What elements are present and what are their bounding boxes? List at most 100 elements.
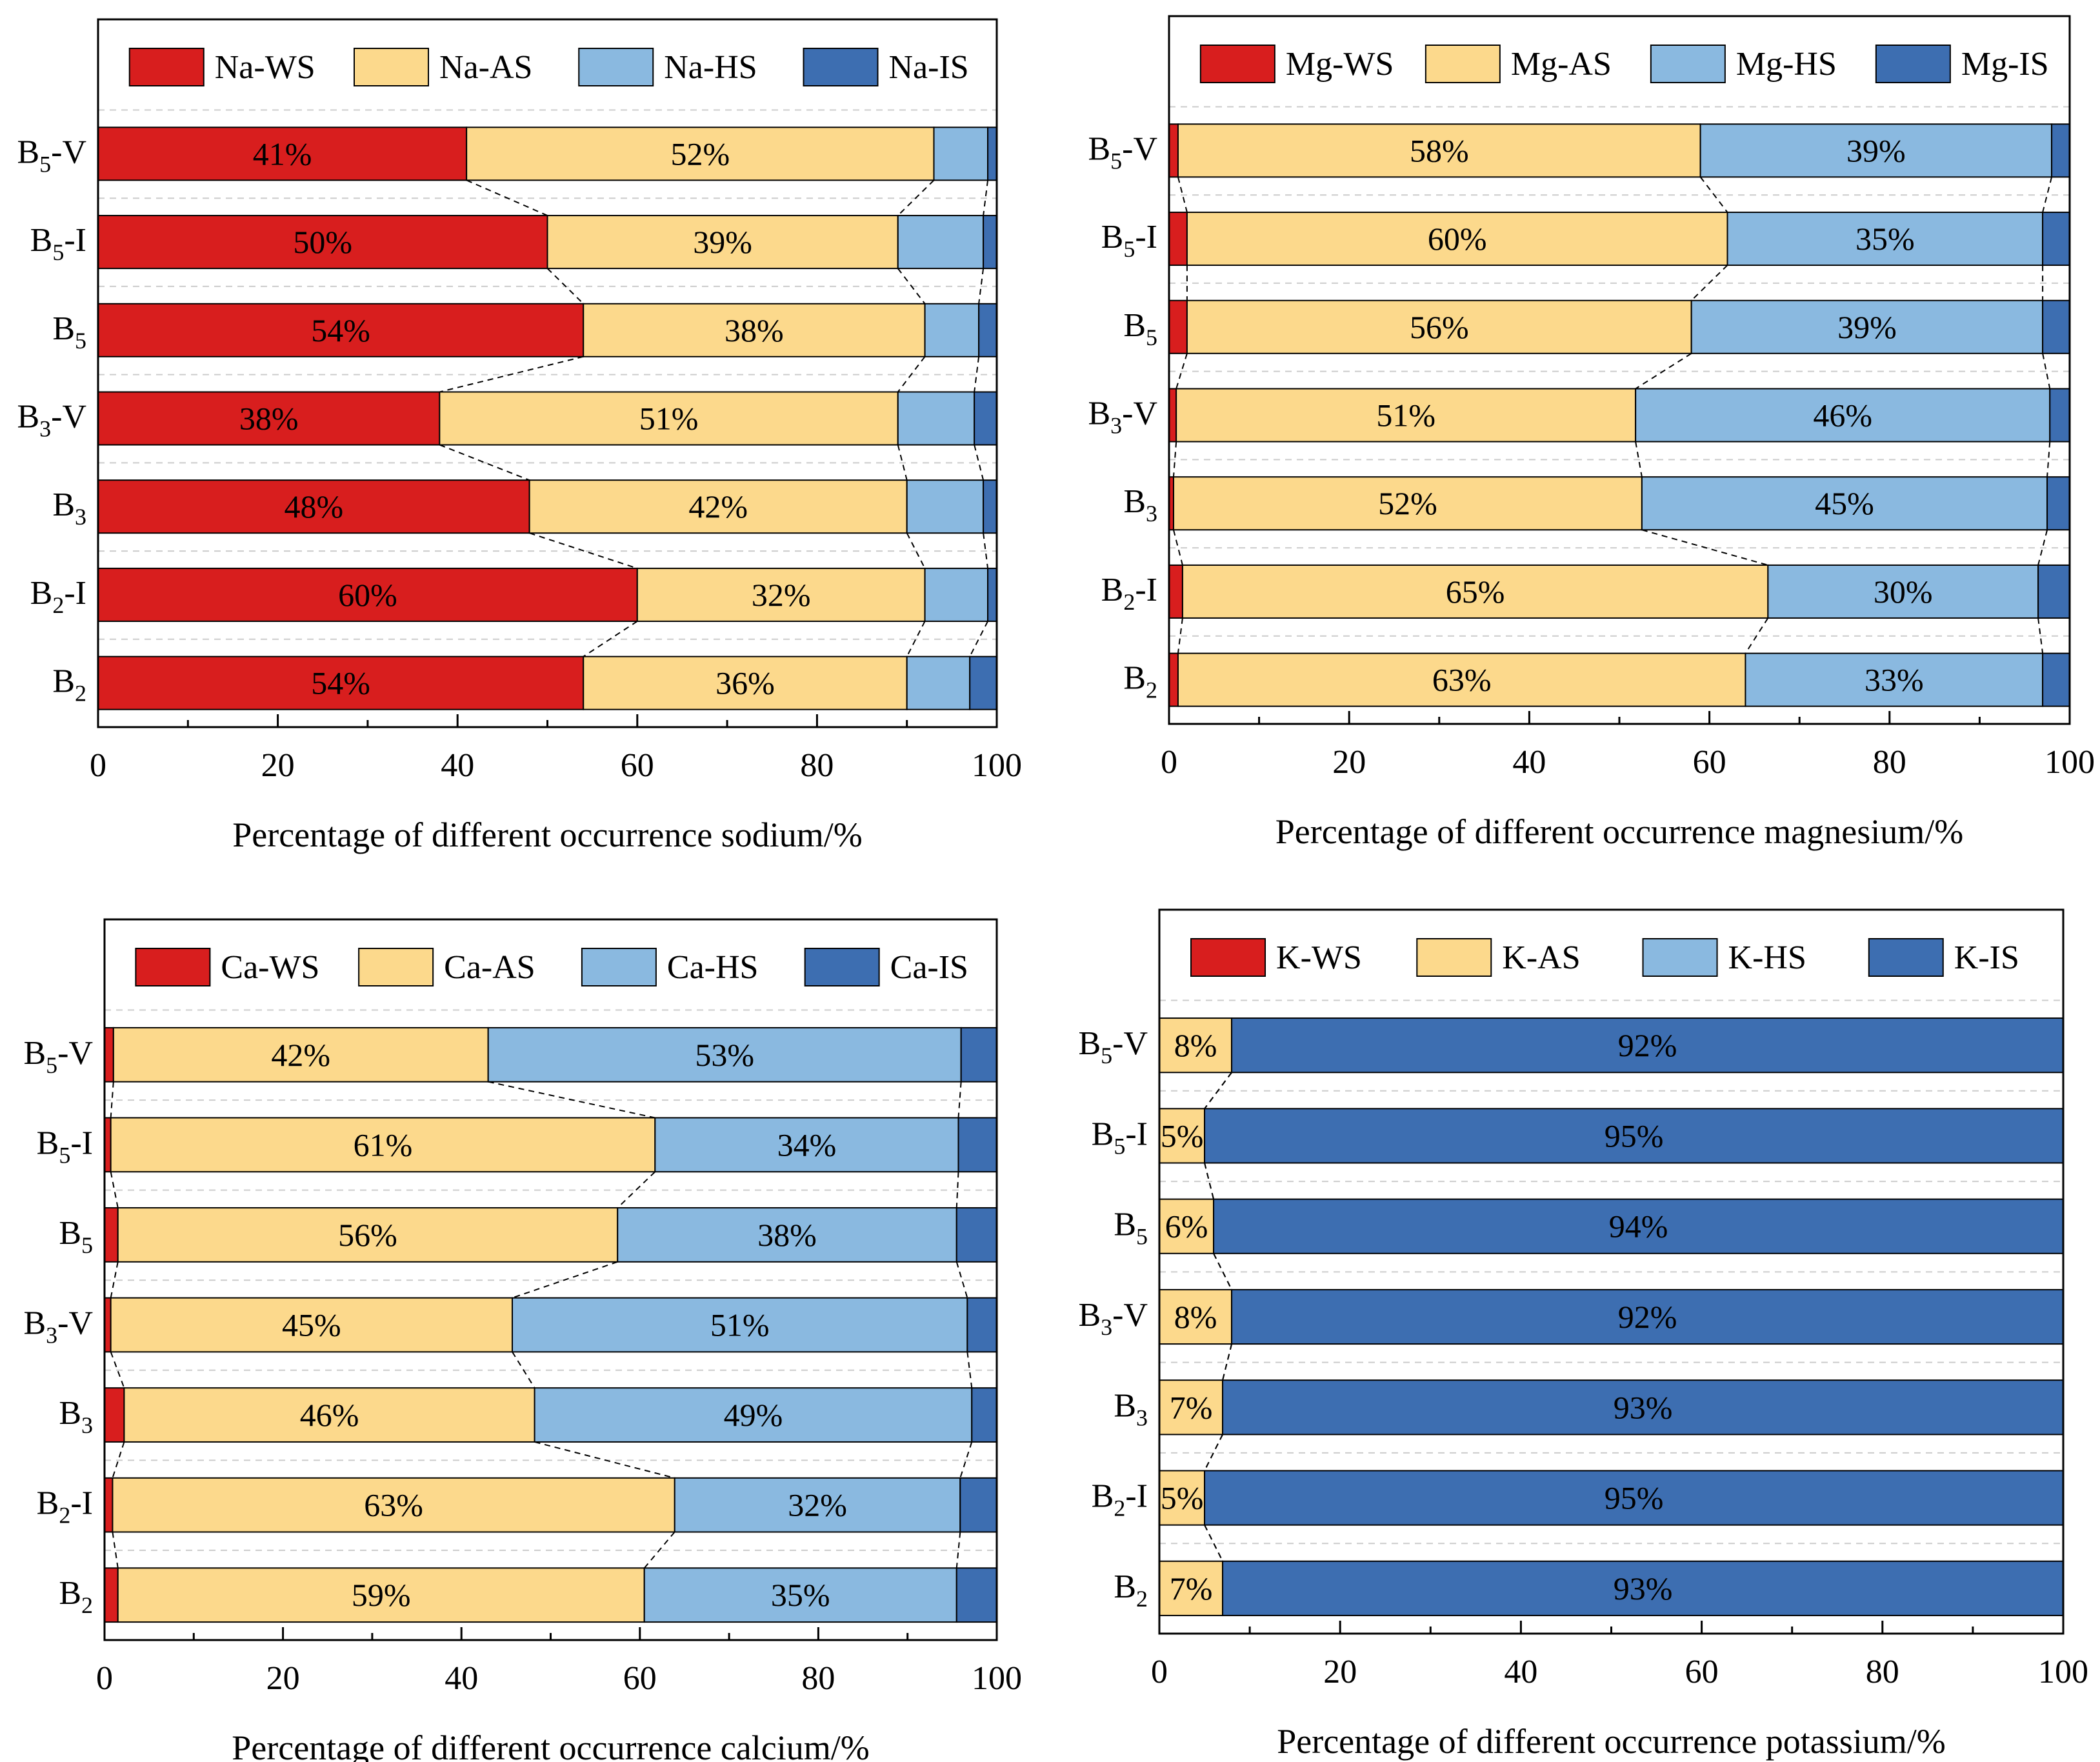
data-label: 60%	[338, 577, 397, 613]
bar-segment-as	[1177, 123, 1701, 178]
category-label: B2-I	[1101, 572, 1157, 615]
calcium-chart-panel: 42% 53% B5-V 61% 34% B5-I 56% 38% B5 45% 51% B3-V 46…	[23, 918, 1022, 1762]
legend-label: Ca-HS	[667, 949, 759, 986]
bar-segment-as	[583, 656, 908, 710]
bar-segment-as	[123, 1387, 535, 1443]
sodium-chart-panel: 41% 52% B5-V 50% 39% B5-I 54% 38% B5 38% 51% B3-V 48…	[17, 18, 1022, 854]
data-label: 39%	[1846, 132, 1906, 168]
connector-line	[906, 532, 926, 569]
x-tick-label: 40	[441, 747, 474, 784]
category-label: B2	[1123, 660, 1157, 703]
legend-label: K-WS	[1276, 939, 1362, 976]
legend-swatch-is	[1868, 938, 1944, 977]
x-axis-title: Percentage of different occurrence calci…	[232, 1728, 869, 1762]
x-tick-label: 20	[1332, 744, 1366, 781]
data-label: 95%	[1605, 1480, 1664, 1516]
data-label: 38%	[725, 312, 784, 348]
bar-segment-is	[955, 1207, 998, 1263]
bar-segment-hs	[617, 1207, 957, 1263]
legend-label: Ca-AS	[444, 949, 535, 986]
bar-segment-as	[1181, 564, 1769, 619]
bar-segment-is	[969, 656, 997, 710]
x-tick-label: 60	[1685, 1654, 1719, 1690]
x-tick-label: 20	[1323, 1654, 1357, 1690]
legend-label: Ca-IS	[890, 949, 968, 986]
x-tick-label: 80	[801, 1660, 835, 1697]
bar-segment-is	[2037, 564, 2070, 619]
connector-line	[512, 1261, 618, 1299]
data-label: 35%	[1855, 221, 1915, 257]
data-label: 51%	[710, 1307, 770, 1343]
data-label: 6%	[1165, 1208, 1208, 1245]
connector-line	[643, 1531, 675, 1568]
x-tick-label: 80	[800, 747, 834, 784]
bar-segment-hs	[674, 1477, 961, 1533]
bar-segment-is	[1231, 1017, 2064, 1074]
category-label: B3	[59, 1395, 93, 1438]
bar-segment-ws	[1168, 564, 1183, 619]
legend-label: Mg-IS	[1961, 46, 2049, 83]
data-label: 59%	[352, 1577, 411, 1613]
legend-swatch-as	[354, 48, 430, 86]
connector-line	[110, 1352, 125, 1388]
bar-segment-is	[983, 215, 997, 270]
bar-segment-ws	[97, 656, 585, 710]
bar-segment-ws	[1168, 212, 1188, 266]
data-label: 36%	[715, 665, 775, 701]
data-label: 56%	[338, 1217, 397, 1253]
legend-swatch-is	[1875, 45, 1951, 83]
bar-segment-is	[966, 1297, 997, 1353]
legend-swatch-ws	[128, 48, 205, 86]
connector-line	[897, 179, 935, 216]
bar-segment-is	[2046, 476, 2071, 531]
bar-segment-hs	[512, 1297, 968, 1353]
x-tick-label: 60	[623, 1660, 657, 1697]
x-tick-label: 80	[1873, 744, 1906, 781]
legend-label: K-IS	[1954, 939, 2019, 976]
data-label: 45%	[282, 1307, 341, 1343]
legend-label: K-HS	[1728, 939, 1806, 976]
bar-segment-is	[955, 1567, 998, 1623]
connector-line	[466, 179, 548, 216]
connector-line	[969, 621, 988, 657]
x-tick-label: 20	[261, 747, 295, 784]
connector-line	[906, 621, 926, 657]
data-label: 58%	[1410, 132, 1469, 168]
data-label: 92%	[1618, 1299, 1677, 1335]
bar-segment-is	[971, 1387, 997, 1443]
connector-line	[959, 1441, 973, 1479]
data-label: 8%	[1174, 1299, 1217, 1335]
bar-segment-hs	[897, 215, 985, 270]
data-label: 41%	[253, 135, 312, 172]
connector-line	[583, 621, 638, 657]
bar-segment-as	[1186, 299, 1692, 354]
legend-label: K-AS	[1502, 939, 1580, 976]
connector-line	[1204, 1072, 1232, 1109]
connector-line	[1699, 176, 1728, 213]
bar-segment-hs	[487, 1026, 962, 1083]
data-label: 33%	[1865, 662, 1924, 698]
data-label: 92%	[1618, 1027, 1677, 1063]
bar-segment-ws	[1168, 388, 1177, 443]
data-label: 93%	[1614, 1389, 1673, 1425]
bar-segment-as	[466, 126, 935, 181]
data-label: 54%	[311, 312, 370, 348]
legend-swatch-hs	[1650, 45, 1726, 83]
x-tick-label: 40	[1504, 1654, 1537, 1690]
bar-segment-is	[1222, 1560, 2064, 1616]
category-label: B5-V	[1078, 1025, 1148, 1068]
connector-line	[512, 1351, 535, 1388]
connector-line	[488, 1081, 655, 1119]
category-label: B5	[1114, 1206, 1148, 1250]
bar-segment-as	[546, 215, 899, 270]
data-label: 46%	[300, 1397, 359, 1433]
legend-swatch-hs	[1642, 938, 1718, 977]
legend-swatch-ws	[1190, 938, 1266, 977]
bar-segment-is	[960, 1026, 998, 1083]
data-label: 56%	[1410, 309, 1469, 345]
connector-line	[1641, 529, 1768, 566]
bar-segment-as	[636, 567, 926, 622]
data-label: 63%	[1432, 662, 1492, 698]
data-label: 32%	[788, 1487, 847, 1523]
